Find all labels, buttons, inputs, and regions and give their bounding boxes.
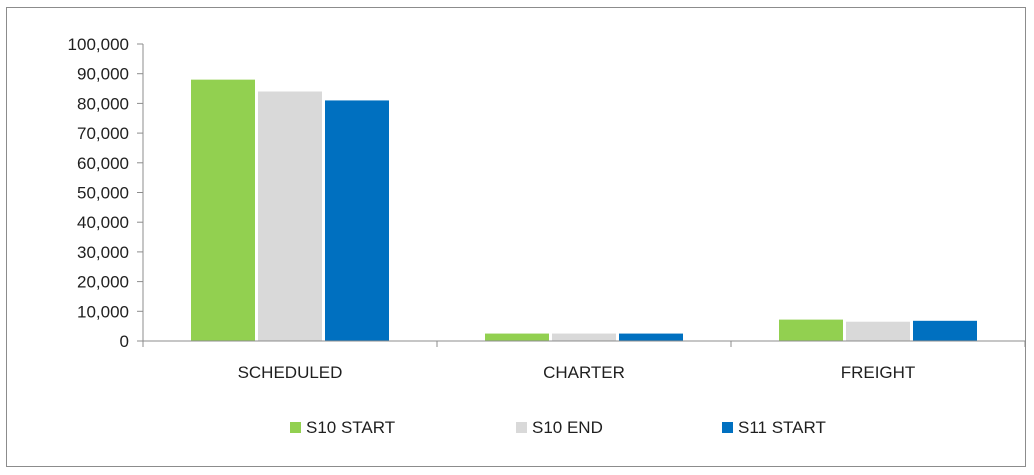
legend-swatch — [722, 422, 733, 433]
bars — [191, 79, 977, 342]
bar — [619, 333, 683, 341]
legend-label: S10 END — [532, 418, 603, 437]
bar — [846, 321, 910, 341]
y-tick-label: 80,000 — [77, 94, 129, 113]
y-tick-label: 10,000 — [77, 302, 129, 321]
y-tick-label: 70,000 — [77, 124, 129, 143]
bar — [258, 91, 322, 342]
legend-label: S10 START — [306, 418, 395, 437]
y-tick-label: 50,000 — [77, 184, 129, 203]
y-tick-label: 100,000 — [68, 35, 129, 54]
legend-swatch — [290, 422, 301, 433]
y-tick-label: 90,000 — [77, 65, 129, 84]
x-axis: SCHEDULED CHARTER FREIGHT — [142, 340, 1026, 382]
x-tick-label: FREIGHT — [841, 363, 916, 382]
y-tick-label: 40,000 — [77, 213, 129, 232]
y-tick-label: 60,000 — [77, 154, 129, 173]
bar — [779, 319, 843, 341]
y-tick-label: 20,000 — [77, 273, 129, 292]
legend: S10 START S10 END S11 START — [290, 418, 826, 437]
x-tick-label: SCHEDULED — [238, 363, 343, 382]
bar — [913, 320, 977, 341]
bar — [325, 100, 389, 342]
bar — [485, 333, 549, 341]
bar — [191, 79, 255, 341]
bar — [552, 333, 616, 341]
chart-frame — [6, 7, 1026, 467]
legend-label: S11 START — [738, 418, 826, 437]
y-tick-label: 30,000 — [77, 243, 129, 262]
x-tick-label: CHARTER — [543, 363, 625, 382]
y-tick-label: 0 — [120, 332, 129, 351]
legend-swatch — [516, 422, 527, 433]
y-axis: 0 10,000 20,000 30,000 40,000 50,000 60,000 70,… — [68, 35, 144, 351]
